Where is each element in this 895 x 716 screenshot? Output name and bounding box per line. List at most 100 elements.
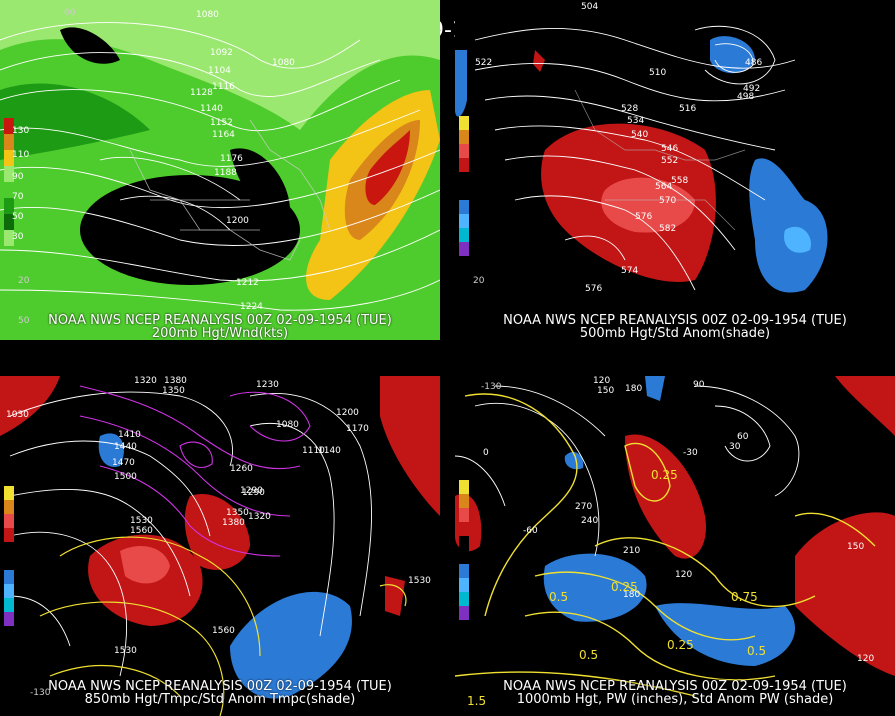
contour-label: 1200	[336, 408, 359, 418]
contour-label: 1224	[240, 302, 263, 312]
contour-label: 1188	[214, 168, 237, 178]
contour-label: 1.5	[467, 694, 487, 708]
contour-label: 150	[597, 386, 615, 396]
contour-label: 1212	[236, 278, 259, 288]
map-500mb	[455, 25, 828, 293]
contour-label: 0.5	[579, 648, 599, 662]
colorbar-anom	[459, 480, 469, 620]
contour-label: 1440	[114, 442, 137, 452]
colorbar-label: 30	[12, 232, 24, 242]
panel-850mb: 1320 1350 1380 1230 1260 1290 1200 1170 …	[0, 376, 440, 716]
colorbar-label: 110	[12, 150, 30, 160]
contour-label: 576	[635, 212, 653, 222]
contour-label: 570	[659, 196, 677, 206]
lat-label: 60	[64, 8, 76, 18]
contour-label: 120	[593, 376, 611, 386]
contour-label: 1164	[212, 130, 235, 140]
contour-label: 1350	[226, 508, 249, 518]
caption-title: NOAA NWS NCEP REANALYSIS 00Z 02-09-1954 …	[48, 679, 392, 694]
colorbar-wind	[4, 118, 14, 246]
contour-label: 1410	[118, 430, 141, 440]
contour-label: 1380	[222, 518, 245, 528]
colorbar-label: 70	[12, 192, 24, 202]
contour-label: 1116	[212, 82, 235, 92]
contour-label: 1470	[112, 458, 135, 468]
contour-label: 0.5	[549, 590, 569, 604]
contour-label: 1128	[190, 88, 213, 98]
contour-label: 564	[655, 182, 673, 192]
contour-label: 1260	[230, 464, 253, 474]
contour-label: -60	[523, 526, 538, 536]
contour-label: 1030	[6, 410, 29, 420]
contour-label: 0.25	[651, 468, 678, 482]
contour-label: 60	[737, 432, 749, 442]
contour-label: 1152	[210, 118, 233, 128]
contour-label: 1110	[302, 446, 325, 456]
caption-subtitle: 500mb Hgt/Std Anom(shade)	[579, 326, 771, 341]
contour-label: 1320	[248, 512, 271, 522]
colorbar-anom	[459, 116, 469, 256]
contour-label: 1200	[226, 216, 249, 226]
caption-subtitle: 200mb Hgt/Wnd(kts)	[151, 326, 289, 341]
contour-label: 1290	[240, 486, 263, 496]
contour-label: 510	[649, 68, 667, 78]
contour-label: 522	[475, 58, 493, 68]
contour-label: 552	[661, 156, 679, 166]
lat-label: -130	[30, 688, 51, 698]
contour-label: 1140	[318, 446, 341, 456]
colorbar-label: 50	[12, 212, 24, 222]
map-200mb	[0, 0, 440, 340]
contour-label: 528	[621, 104, 639, 114]
contour-label: 492	[743, 84, 761, 94]
colorbar-anom	[4, 486, 14, 626]
panel-500mb: 504 510 516 522 528 534 540 546 552 558 …	[455, 0, 895, 340]
lat-label: -130	[481, 382, 502, 392]
caption-subtitle: 1000mb Hgt, PW (inches), Std Anom PW (sh…	[516, 692, 834, 707]
contour-label: 1380	[164, 376, 187, 386]
contour-label: 0.75	[731, 590, 758, 604]
contour-label: 576	[585, 284, 603, 294]
colorbar-label: 90	[12, 172, 24, 182]
contour-label: 210	[623, 546, 641, 556]
contour-label: 180	[625, 384, 643, 394]
contour-label: 270	[575, 502, 593, 512]
panel-200mb: 130 110 90 70 50 30 1080 1092 1104 1116 …	[0, 0, 440, 340]
map-850mb	[0, 376, 440, 716]
contour-label: 0.25	[611, 580, 638, 594]
contour-label: 546	[661, 144, 679, 154]
contour-label: 0.25	[667, 638, 694, 652]
contour-label: 1092	[210, 48, 233, 58]
contour-label: 0	[483, 448, 489, 458]
contour-label: 540	[631, 130, 649, 140]
panel-1000mb: 120 150 180 90 60 30 0 -30 -60 270 240 2…	[455, 376, 895, 716]
caption-title: NOAA NWS NCEP REANALYSIS 00Z 02-09-1954 …	[503, 679, 847, 694]
contour-label: 534	[627, 116, 645, 126]
contour-label: 1560	[130, 526, 153, 536]
contour-label: 1230	[256, 380, 279, 390]
contour-label: 0.5	[747, 644, 767, 658]
caption-title: NOAA NWS NCEP REANALYSIS 00Z 02-09-1954 …	[503, 313, 847, 328]
contour-label: 120	[675, 570, 693, 580]
contour-label: 1530	[408, 576, 431, 586]
lat-label: 20	[473, 276, 485, 286]
contour-label: 504	[581, 2, 599, 12]
contour-label: 558	[671, 176, 689, 186]
contour-label: -30	[683, 448, 698, 458]
contour-label: 1530	[114, 646, 137, 656]
contour-label: 180	[623, 590, 641, 600]
contour-label: 1176	[220, 154, 243, 164]
map-1000mb	[455, 376, 895, 697]
caption-title: NOAA NWS NCEP REANALYSIS 00Z 02-09-1954 …	[48, 313, 392, 328]
contour-label: 240	[581, 516, 599, 526]
contour-label: 582	[659, 224, 677, 234]
lat-label: 50	[18, 316, 30, 326]
contour-label: 498	[737, 92, 755, 102]
contour-label: 1104	[208, 66, 231, 76]
contour-label: 150	[847, 542, 865, 552]
contour-label: 516	[679, 104, 697, 114]
contour-label: 1290	[242, 488, 265, 498]
colorbar-label: 130	[12, 126, 30, 136]
contour-label: 1080	[196, 10, 219, 20]
lat-label: 20	[18, 276, 30, 286]
contour-label: 574	[621, 266, 639, 276]
